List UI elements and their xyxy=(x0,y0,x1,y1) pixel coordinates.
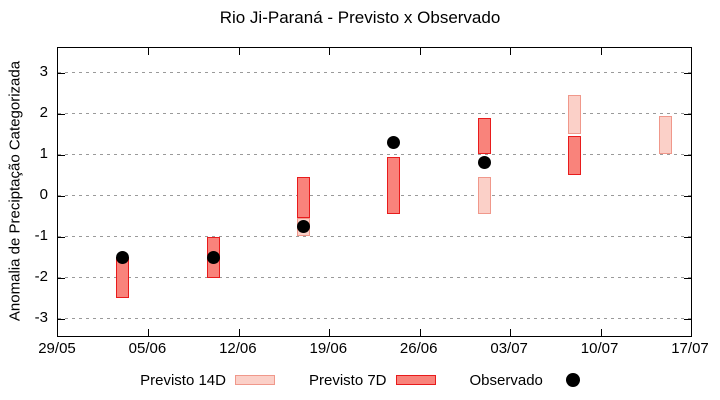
y-tick-mark xyxy=(684,154,691,156)
y-tick-mark xyxy=(684,72,691,74)
observado-dot xyxy=(387,135,401,149)
x-tick-mark xyxy=(600,329,602,336)
previsto-7d-bar xyxy=(296,177,310,219)
y-tick-label: 2 xyxy=(39,104,48,121)
gridline xyxy=(58,154,691,155)
x-tick-mark xyxy=(148,329,150,336)
observado-dot xyxy=(206,250,220,264)
x-tick-label: 10/07 xyxy=(580,340,619,357)
x-tick-mark xyxy=(419,329,421,336)
x-tick-label: 17/07 xyxy=(671,340,709,357)
x-tick-mark xyxy=(148,48,150,55)
observado-dot xyxy=(477,156,491,170)
y-tick-label: -1 xyxy=(34,227,48,244)
x-tick-mark xyxy=(238,48,240,55)
x-tick-label: 19/06 xyxy=(309,340,348,357)
gridline xyxy=(58,72,691,73)
x-tick-mark xyxy=(510,48,512,55)
x-tick-mark xyxy=(419,48,421,55)
x-tick-label: 05/06 xyxy=(128,340,167,357)
y-tick-mark xyxy=(58,113,65,115)
y-tick-mark xyxy=(58,154,65,156)
previsto-7d-swatch-icon xyxy=(395,375,436,385)
legend-item-previsto-14d: Previsto 14D xyxy=(140,372,275,389)
y-tick-label: 3 xyxy=(39,63,48,80)
y-tick-mark xyxy=(58,318,65,320)
y-tick-mark xyxy=(684,318,691,320)
previsto-7d-bar xyxy=(387,156,401,214)
y-tick-mark xyxy=(684,195,691,197)
y-tick-mark xyxy=(58,72,65,74)
y-tick-mark xyxy=(58,277,65,279)
y-tick-mark xyxy=(58,195,65,197)
chart-title: Rio Ji-Paraná - Previsto x Observado xyxy=(219,8,501,27)
previsto-7d-bar xyxy=(477,117,491,155)
previsto-14d-swatch-icon xyxy=(234,375,275,385)
x-tick-mark xyxy=(329,329,331,336)
legend-item-previsto-7d: Previsto 7D xyxy=(309,372,436,389)
x-tick-mark xyxy=(329,48,331,55)
plot-area xyxy=(57,47,692,337)
gridline xyxy=(58,195,691,196)
y-tick-label: 1 xyxy=(39,145,48,162)
legend-item-observado: Observado xyxy=(470,372,580,389)
y-tick-label: 0 xyxy=(39,186,48,203)
observado-dot xyxy=(116,250,130,264)
y-tick-mark xyxy=(684,236,691,238)
x-tick-mark xyxy=(600,48,602,55)
gridline xyxy=(58,318,691,319)
gridline xyxy=(58,236,691,237)
legend-label-previsto-14d: Previsto 14D xyxy=(140,371,226,389)
gridline xyxy=(58,113,691,114)
previsto-7d-bar xyxy=(568,136,582,175)
y-tick-mark xyxy=(684,113,691,115)
x-tick-mark xyxy=(238,329,240,336)
gridline xyxy=(58,277,691,278)
x-tick-label: 03/07 xyxy=(490,340,528,357)
x-tick-mark xyxy=(510,329,512,336)
observado-dot xyxy=(296,219,310,233)
legend: Previsto 14D Previsto 7D Observado xyxy=(0,369,720,391)
previsto-14d-bar xyxy=(477,177,491,214)
legend-label-previsto-7d: Previsto 7D xyxy=(308,371,387,389)
y-tick-label: -2 xyxy=(34,268,48,285)
previsto-14d-bar xyxy=(568,95,582,134)
y-tick-mark xyxy=(58,236,65,238)
y-tick-label: -3 xyxy=(34,309,48,326)
x-tick-label: 12/06 xyxy=(219,340,257,357)
observado-dot-icon xyxy=(565,373,580,387)
x-tick-label: 29/05 xyxy=(38,340,76,357)
y-tick-mark xyxy=(684,277,691,279)
previsto-14d-bar xyxy=(658,115,672,155)
legend-label-observado: Observado xyxy=(469,371,543,389)
x-tick-label: 26/06 xyxy=(399,340,438,357)
